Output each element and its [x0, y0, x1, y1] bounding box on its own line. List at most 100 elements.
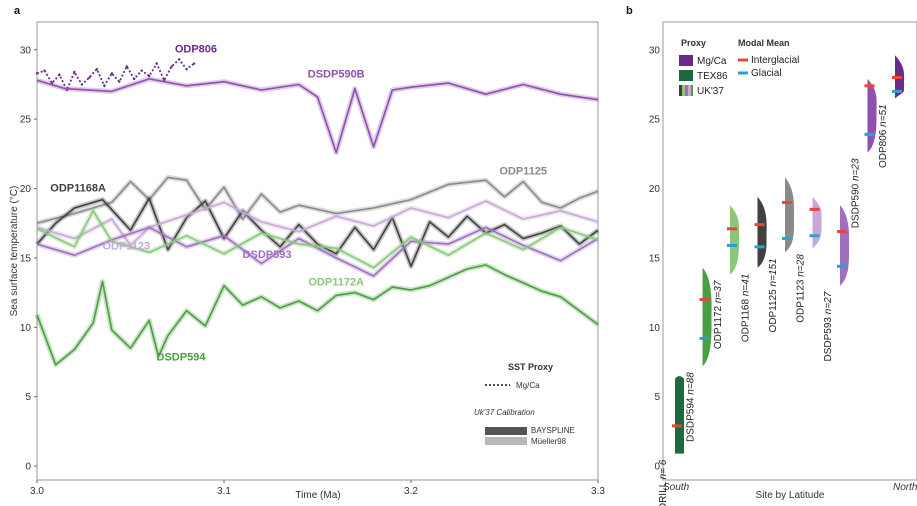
panel-b-north-label: North	[893, 482, 917, 493]
site-label-odp1125: ODP1125 n=151	[768, 258, 779, 332]
a-y-tick-label: 30	[20, 45, 32, 56]
violin-dsdp590	[867, 78, 877, 153]
panel-b-x-axis-label: Site by Latitude	[756, 490, 825, 501]
series-odp806-point	[80, 83, 84, 86]
series-label-odp1123: ODP1123	[102, 241, 150, 253]
a-y-tick-label: 25	[20, 115, 32, 126]
legend-uk37-swatch	[679, 85, 693, 96]
panel-b-frame	[662, 21, 917, 481]
series-dsdp594-line	[36, 264, 599, 366]
legend-mgca-label-b: Mg/Ca	[697, 56, 727, 67]
series-odp806-line	[36, 58, 195, 93]
site-n-count: n=151	[768, 258, 779, 286]
site-label-odp806: ODP806 n=51	[878, 104, 889, 168]
series-label-dsdp593: DSDP593	[243, 249, 292, 261]
panel-a-x-axis: 3.0 3.1 3.2 3.3	[30, 480, 605, 497]
site-n-count: n=27	[823, 291, 834, 314]
violin-dsdp593	[840, 205, 850, 286]
site-label-dsdp590: DSDP590 n=23	[851, 158, 862, 228]
b-y-tick-label: 5	[654, 392, 660, 403]
b-y-tick-label: 10	[649, 323, 661, 334]
panel-a-y-axis-label: Sea surface temperature (°C)	[9, 186, 20, 317]
a-x-tick-label: 3.0	[30, 486, 44, 497]
series-label-odp1172a: ODP1172A	[308, 277, 364, 289]
series-odp806-point	[50, 81, 54, 85]
legend-mueller98-swatch	[485, 437, 527, 445]
violin-dsdp594	[702, 267, 712, 367]
series-odp806-point	[185, 67, 188, 71]
b-y-tick-label: 15	[649, 253, 661, 264]
site-n-count: n=37	[713, 280, 724, 303]
violin-odp1123	[812, 196, 822, 249]
site-label-dsdp594: DSDP594 n=88	[686, 372, 697, 442]
series-label-odp806: ODP806	[175, 44, 217, 56]
series-dsdp593-line	[36, 226, 599, 277]
a-x-tick-label: 3.3	[591, 486, 605, 497]
violin-odp1172	[730, 205, 740, 275]
site-name-text: ODP1168	[741, 299, 752, 343]
series-odp806-point	[155, 62, 158, 65]
panel-a-series-labels: ODP806 DSDP590B ODP1125 ODP1168A ODP1123 DSDP…	[50, 44, 547, 364]
site-n-count: n=23	[851, 158, 862, 181]
series-odp806-point	[148, 74, 151, 78]
site-name-odp1168: ODP1168 n=41	[741, 274, 752, 343]
series-label-odp1168a: ODP1168A	[50, 182, 106, 194]
site-name-odp1172: ODP1172 n=37	[713, 280, 724, 349]
violin-odp1125	[785, 177, 795, 253]
site-name-text: ODP1125	[768, 289, 779, 333]
site-name-odp1123: ODP1123 n=28	[796, 254, 807, 323]
series-odp806-point	[192, 62, 196, 65]
site-label-odp1168: ODP1168 n=41	[741, 274, 752, 343]
site-label-andrill: ANDRILL n= 6	[658, 459, 669, 506]
legend-glacial-label: Glacial	[751, 68, 782, 79]
site-name-text: ODP1172	[713, 305, 724, 349]
panel-b-label: b	[626, 5, 633, 17]
legend-bayspline-label: BAYSPLINE	[531, 426, 575, 435]
site-name-dsdp594: DSDP594 n=88	[686, 372, 697, 442]
series-label-odp1125: ODP1125	[499, 166, 547, 178]
panel-b-south-label: South	[663, 482, 690, 493]
b-y-tick-label: 0	[654, 462, 660, 473]
series-odp1172a-line	[36, 210, 599, 269]
series-odp806-point	[35, 72, 39, 75]
a-y-tick-label: 0	[25, 462, 31, 473]
legend-mgca-swatch-b	[679, 55, 693, 66]
site-n-count: n=41	[741, 274, 752, 297]
series-label-dsdp590b: DSDP590B	[308, 69, 365, 81]
series-dsdp590b-band	[36, 76, 599, 155]
site-name-odp1125: ODP1125 n=151	[768, 258, 779, 332]
violin-odp1168	[757, 196, 767, 268]
series-odp806-point	[73, 70, 76, 74]
violin-andrill	[675, 376, 684, 454]
panel-a-x-axis-label: Time (Ma)	[295, 490, 340, 501]
panel-a-label: a	[14, 5, 21, 17]
legend-sst-proxy-title: SST Proxy	[508, 362, 553, 372]
series-odp806-point	[125, 65, 128, 68]
series-odp806-point	[103, 84, 106, 88]
b-y-tick-label: 30	[649, 45, 661, 56]
series-odp806-point	[140, 69, 143, 72]
series-odp806-point	[88, 76, 91, 79]
series-odp806-point	[118, 80, 121, 83]
site-n-count: n=51	[878, 104, 889, 127]
panel-a-y-axis: 0 5 10 15 20 25 30	[20, 45, 37, 473]
series-odp806-point	[95, 67, 99, 71]
series-odp806-point	[110, 72, 114, 75]
series-dsdp590b-line	[36, 78, 599, 154]
legend-interglacial-label: Interglacial	[751, 55, 799, 66]
series-odp806-point	[58, 73, 61, 76]
a-x-tick-label: 3.2	[404, 486, 418, 497]
site-name-andrill: ANDRILL n= 6	[658, 459, 669, 506]
panel-a-frame	[36, 21, 599, 481]
site-label-dsdp593: DSDP593 n=27	[823, 291, 834, 361]
legend-tex86-swatch	[679, 70, 693, 81]
site-label-odp1123: ODP1123 n=28	[796, 254, 807, 323]
legend-modal-mean-title: Modal Mean	[738, 38, 790, 48]
site-n-count: n=88	[686, 372, 697, 395]
legend-mueller98-label: Müeller98	[531, 437, 567, 446]
site-name-text: DSDP590	[851, 183, 862, 228]
series-odp806-point	[133, 77, 136, 81]
series-label-dsdp594: DSDP594	[157, 352, 207, 364]
